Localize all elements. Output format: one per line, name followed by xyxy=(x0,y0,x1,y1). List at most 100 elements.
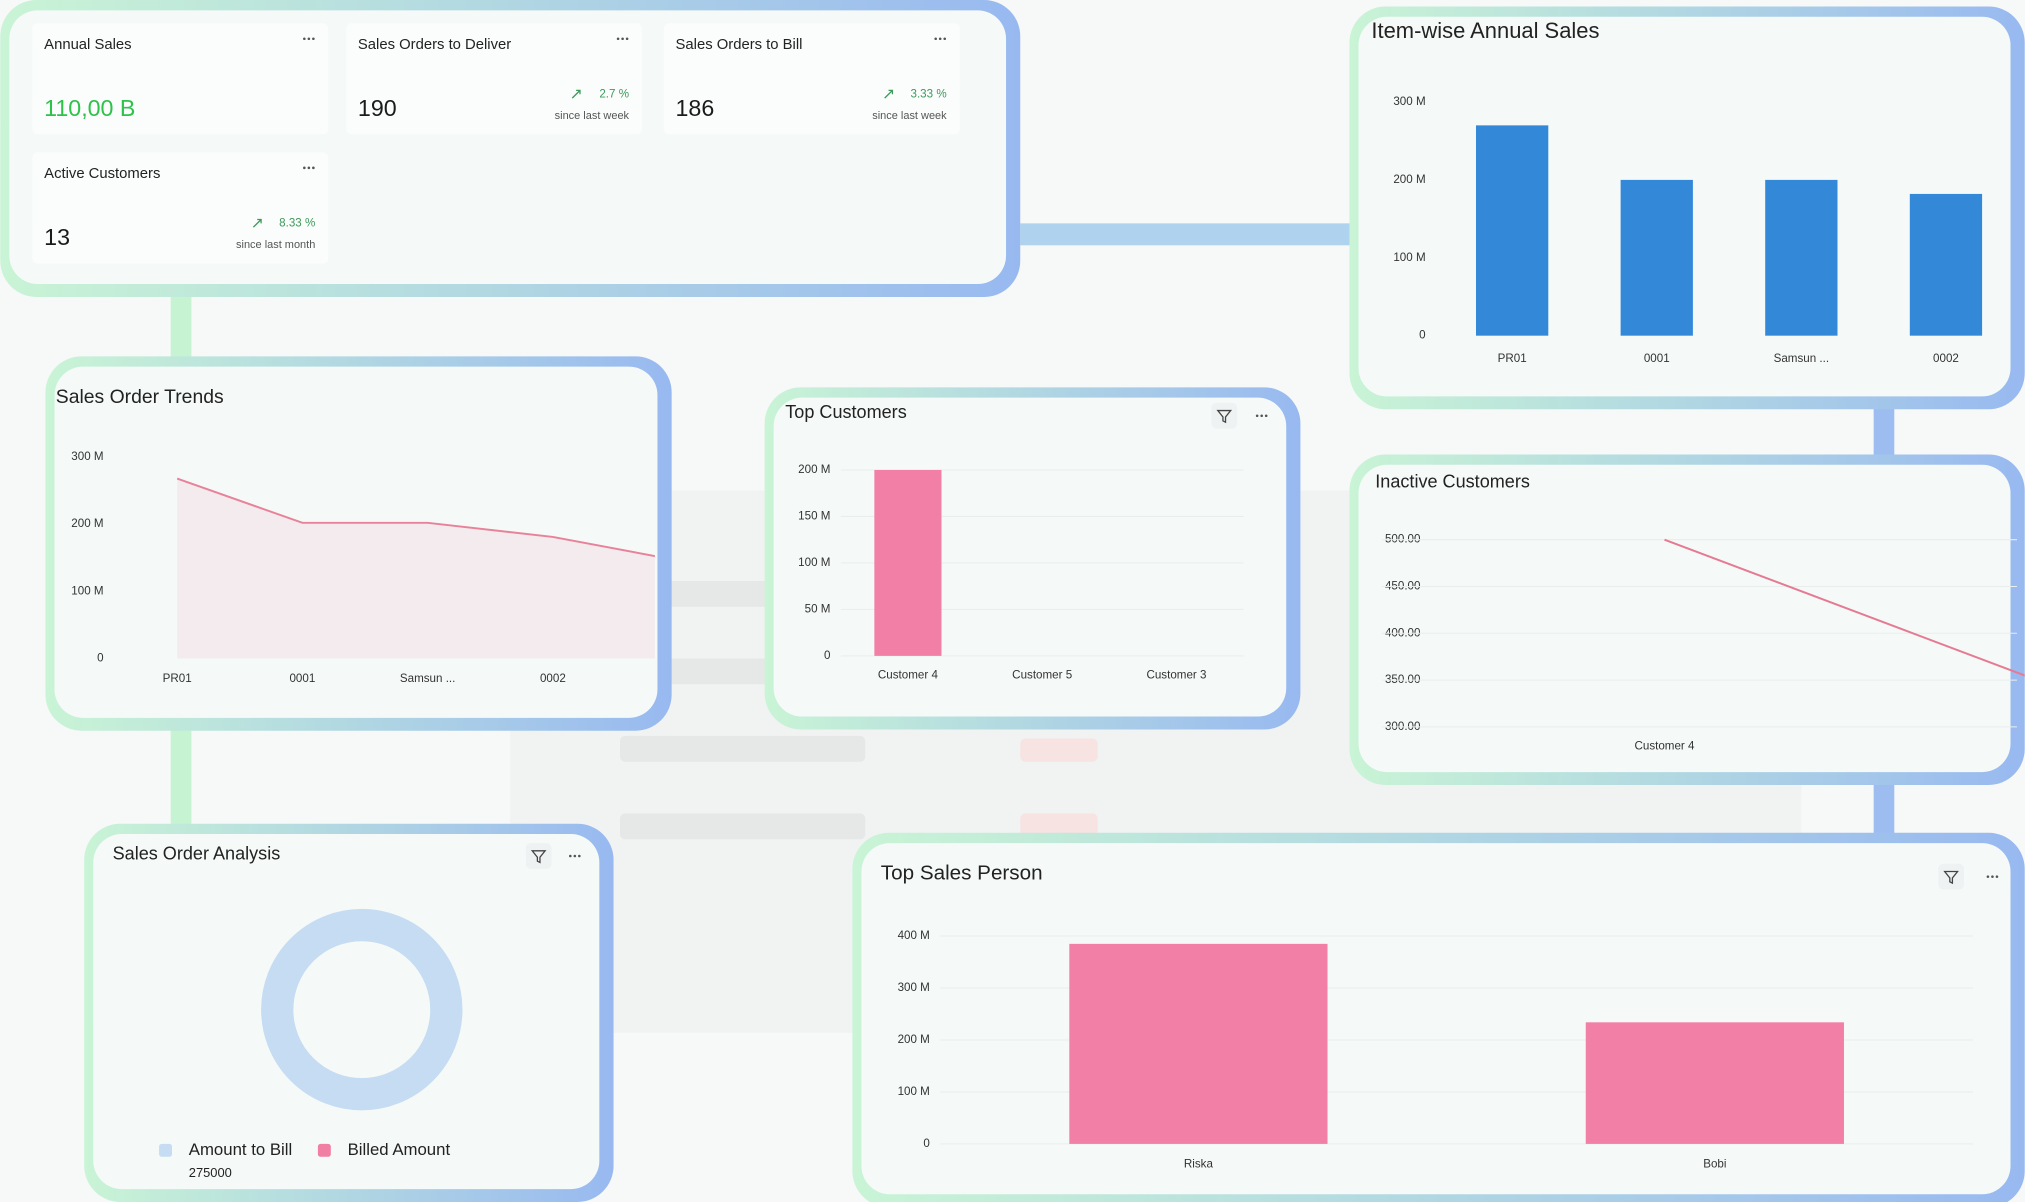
kpi-period: since last week xyxy=(872,110,947,122)
x-tick-label: 0001 xyxy=(1644,352,1670,365)
dot xyxy=(578,854,581,858)
card xyxy=(1358,464,2011,773)
filter-icon[interactable] xyxy=(1216,409,1233,424)
chart-title: Sales Order Trends xyxy=(56,386,224,408)
legend-swatch xyxy=(159,1143,173,1157)
legend-swatch xyxy=(317,1143,331,1157)
dot xyxy=(625,37,629,41)
bar xyxy=(1069,943,1328,1144)
y-tick-label: 0 xyxy=(923,1137,929,1150)
x-tick-label: Samsun ... xyxy=(1774,352,1830,365)
y-tick-label: 0 xyxy=(97,652,103,665)
kpi-change: 3.33 % xyxy=(910,87,946,100)
chart-title: Top Sales Person xyxy=(881,862,1043,885)
card xyxy=(93,834,600,1190)
more-button[interactable] xyxy=(1986,875,1999,878)
kpi-period: since last week xyxy=(555,110,630,122)
filter-button-bg[interactable] xyxy=(1211,402,1238,429)
y-tick-label: 0 xyxy=(1419,329,1425,342)
dot xyxy=(943,37,947,41)
dot xyxy=(938,37,942,41)
filter-button-bg[interactable] xyxy=(525,843,552,869)
bar xyxy=(1475,125,1549,336)
dot xyxy=(573,854,577,858)
dot xyxy=(934,37,937,41)
blurred-badge xyxy=(1020,813,1098,837)
dot xyxy=(303,37,306,41)
card xyxy=(54,366,658,718)
x-tick-label: 0002 xyxy=(1933,352,1959,365)
more-button[interactable] xyxy=(934,37,947,41)
chart-title: Item-wise Annual Sales xyxy=(1371,18,1599,43)
kpi-card xyxy=(346,23,642,135)
bar xyxy=(1765,179,1838,336)
dot xyxy=(312,166,315,170)
line-group xyxy=(176,477,655,659)
line xyxy=(176,477,655,558)
x-tick-label: Customer 4 xyxy=(1634,739,1695,752)
y-tick-label: 100 M xyxy=(1393,251,1425,264)
y-tick-label: 200 M xyxy=(798,463,830,476)
kpi-value: 186 xyxy=(676,95,715,121)
trend-arrow xyxy=(571,89,581,99)
bar xyxy=(1620,179,1693,336)
area xyxy=(177,478,655,659)
y-tick-label: 100 M xyxy=(798,556,830,569)
more-button[interactable] xyxy=(303,37,315,41)
line-group xyxy=(1664,538,2025,677)
y-tick-label: 200 M xyxy=(1393,173,1425,186)
y-tick-label: 0 xyxy=(824,649,830,662)
legend-value: 275000 xyxy=(189,1165,232,1180)
connector xyxy=(1873,781,1895,837)
x-tick-label: Customer 5 xyxy=(1012,668,1072,681)
more-button[interactable] xyxy=(569,854,581,858)
kpi-title: Annual Sales xyxy=(44,37,131,53)
dot xyxy=(307,37,311,41)
kpi-title: Active Customers xyxy=(44,166,160,182)
legend-label: Amount to Bill xyxy=(189,1140,292,1159)
filter-icon[interactable] xyxy=(530,850,547,864)
filter-icon[interactable] xyxy=(1943,870,1959,885)
donut-segment xyxy=(261,908,463,1111)
more-button[interactable] xyxy=(303,166,315,170)
y-tick-label: 200 M xyxy=(71,517,103,530)
more-button[interactable] xyxy=(616,37,629,41)
y-tick-label: 150 M xyxy=(798,509,830,522)
dot xyxy=(621,37,624,41)
dot xyxy=(1260,414,1263,418)
blurred-row xyxy=(620,735,866,762)
y-tick-label: 300 M xyxy=(1393,95,1425,108)
dot xyxy=(569,854,572,858)
y-tick-label: 100 M xyxy=(71,584,103,597)
blurred-row xyxy=(620,813,866,840)
dot xyxy=(312,37,315,41)
trend-arrow xyxy=(252,218,262,228)
kpi-card xyxy=(663,23,960,135)
connector xyxy=(1020,223,1354,246)
chart-title: Sales Order Analysis xyxy=(113,843,281,863)
kpi-period: since last month xyxy=(236,239,315,251)
dot xyxy=(1995,875,1999,878)
dot xyxy=(1991,875,1994,878)
chart-title: Top Customers xyxy=(785,402,906,422)
legend-label: Billed Amount xyxy=(348,1140,451,1159)
dot xyxy=(1986,875,1990,878)
filter-button-bg[interactable] xyxy=(1938,863,1965,890)
connector xyxy=(170,726,192,828)
kpi-title: Sales Orders to Deliver xyxy=(358,37,511,53)
x-tick-label: Samsun ... xyxy=(400,672,455,685)
dot xyxy=(1255,414,1259,418)
kpi-change: 2.7 % xyxy=(599,87,629,100)
more-button[interactable] xyxy=(1255,414,1268,418)
x-tick-label: Customer 4 xyxy=(878,668,939,681)
dot xyxy=(303,166,306,170)
bar xyxy=(874,469,942,656)
trend-arrow xyxy=(884,89,894,99)
x-tick-label: Customer 3 xyxy=(1146,668,1206,681)
connectors xyxy=(170,223,1895,837)
x-tick-label: 0001 xyxy=(289,672,315,685)
kpi-title: Sales Orders to Bill xyxy=(676,37,803,53)
bar xyxy=(1909,193,1983,336)
